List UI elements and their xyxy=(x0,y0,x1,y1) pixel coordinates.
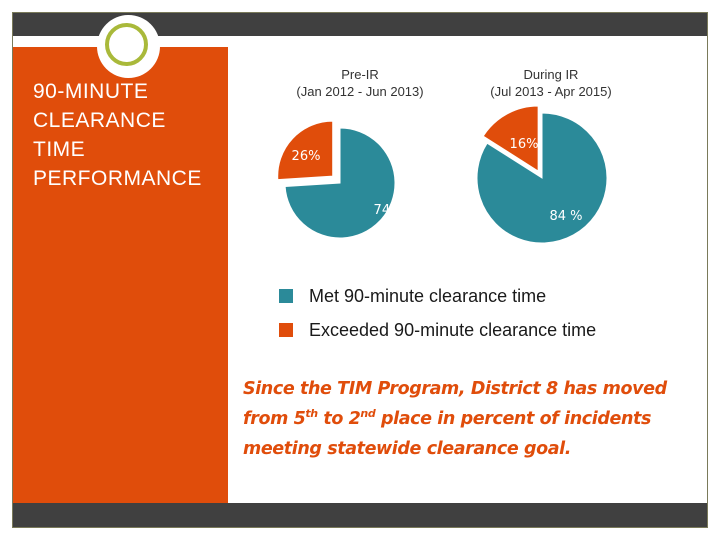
bottom-bar xyxy=(13,503,707,527)
pie-2-slice-met xyxy=(476,112,608,244)
pie-2-slice-exceeded xyxy=(482,105,539,172)
pie-1: 74% 26% xyxy=(277,120,403,239)
slide-frame xyxy=(12,12,708,528)
pie-1-name: Pre-IR xyxy=(341,67,379,82)
legend-swatch-met xyxy=(279,289,293,303)
note-sup-1: th xyxy=(305,407,318,420)
slide-title-line-2: CLEARANCE xyxy=(33,109,166,132)
slide-title-line-1: 90-MINUTE xyxy=(33,80,149,103)
note-suffix: place in percent of incidents meeting st… xyxy=(243,409,652,459)
pie-2-subtitle: (Jul 2013 - Apr 2015) xyxy=(490,84,612,99)
summary-note: Since the TIM Program, District 8 has mo… xyxy=(243,374,708,464)
pie-1-title: Pre-IR (Jan 2012 - Jun 2013) xyxy=(260,66,460,100)
pie-1-subtitle: (Jan 2012 - Jun 2013) xyxy=(296,84,424,99)
note-middle: to 2 xyxy=(317,409,361,429)
sidebar-panel: 90-MINUTE CLEARANCE TIME PERFORMANCE xyxy=(13,47,228,503)
legend-swatch-exceeded xyxy=(279,323,293,337)
note-prefix: Since the TIM Program, District 8 has mo… xyxy=(243,379,667,429)
decorative-ring-icon xyxy=(105,23,148,66)
slide-title-line-3: TIME xyxy=(33,138,86,161)
note-sup-2: nd xyxy=(360,407,376,420)
pie-2-label-met: 84 % xyxy=(549,209,582,224)
pie-1-slice-met xyxy=(284,127,396,239)
slide-title: 90-MINUTE CLEARANCE TIME PERFORMANCE xyxy=(33,77,223,193)
slide-title-line-4: PERFORMANCE xyxy=(33,167,202,190)
pie-1-slice-exceeded xyxy=(277,120,334,181)
pie-1-label-met: 74% xyxy=(374,203,403,218)
legend-label-met: Met 90-minute clearance time xyxy=(309,286,547,306)
pie-2: 84 % 16% xyxy=(476,105,608,244)
legend-label-exceeded: Exceeded 90-minute clearance time xyxy=(309,320,597,340)
pie-2-name: During IR xyxy=(523,67,579,82)
pie-1-label-exceeded: 26% xyxy=(292,149,321,164)
top-bar xyxy=(13,13,707,36)
pie-2-title: During IR (Jul 2013 - Apr 2015) xyxy=(451,66,651,100)
pie-2-label-exceeded: 16% xyxy=(510,137,539,152)
